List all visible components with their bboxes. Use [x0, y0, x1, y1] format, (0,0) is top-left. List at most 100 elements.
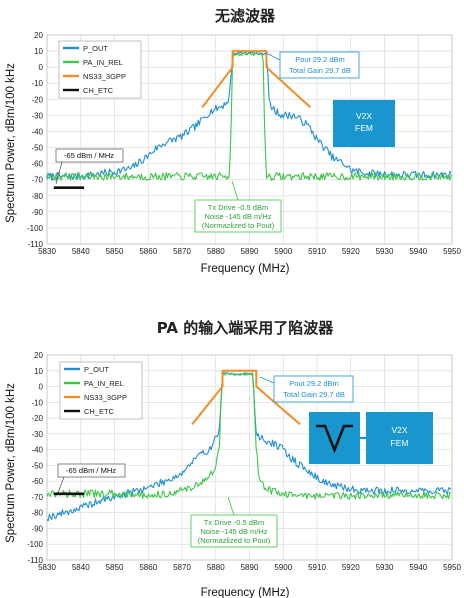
y-tick-label: -80 [31, 509, 43, 518]
fem-box [333, 100, 395, 147]
annotation-mask: -65 dBm / MHz [55, 148, 124, 185]
x-tick-label: 5850 [106, 247, 124, 256]
mask-label: -65 dBm / MHz [64, 151, 114, 160]
y-tick-label: -100 [27, 224, 44, 233]
pout-box [273, 375, 354, 403]
x-tick-label: 5950 [443, 247, 461, 256]
y-axis-label: Spectrum Power, dBm/100 kHz [5, 63, 17, 223]
x-tick-label: 5940 [409, 247, 427, 256]
fem-line-1: V2X [391, 425, 407, 435]
fem-block: V2X FEM [360, 412, 433, 464]
legend-box [59, 361, 143, 420]
plot-frame [46, 34, 453, 245]
annotation-pout: Pout 29.2 dBm Total Gain 29.7 dB [259, 375, 354, 403]
y-tick-label: -10 [31, 398, 43, 407]
mask-leader [55, 161, 63, 185]
series-line-pa-in-rel [46, 52, 452, 181]
y-tick-label: -50 [31, 461, 43, 470]
y-tick-label: -80 [31, 192, 43, 201]
chart-title: PA 的输入端采用了陷波器 [157, 319, 334, 337]
pout-line-1: Pout 29.2 dBm [295, 55, 345, 64]
x-tick-label: 5930 [376, 563, 394, 572]
tx-line-2: Noise -145 dB m/Hz [200, 527, 267, 536]
tx-line-3: (Normazlized to Pout) [198, 536, 271, 545]
x-tick-label: 5840 [72, 563, 90, 572]
x-tick-label: 5860 [139, 563, 157, 572]
y-tick-label: -20 [31, 414, 43, 423]
y-tick-label: 20 [34, 31, 43, 40]
x-tick-label: 5880 [207, 563, 225, 572]
y-tick-label: 20 [34, 351, 43, 360]
y-tick-label: -70 [31, 493, 43, 502]
y-tick-label: 10 [34, 367, 43, 376]
x-tick-label: 5950 [443, 563, 461, 572]
notch-filter-block [309, 412, 360, 464]
annotation-tx: Tx Drive -0.5 dBm Noise -145 dB m/Hz (No… [190, 496, 278, 548]
x-tick-label: 5900 [274, 247, 292, 256]
x-tick-label: 5840 [72, 247, 90, 256]
y-tick-label: -10 [31, 79, 43, 88]
tx-box [194, 199, 282, 233]
fem-block: V2X FEM [333, 100, 395, 147]
annotation-tx: Tx Drive -0.5 dBm Noise -145 dB m/Hz (No… [194, 180, 282, 233]
y-tick-label: 0 [39, 383, 44, 392]
x-tick-label: 5870 [173, 247, 191, 256]
y-tick-label: -20 [31, 95, 43, 104]
series-line-ns33-3gpp [191, 369, 301, 426]
x-axis-label: Frequency (MHz) [201, 263, 290, 275]
y-tick-label: 10 [34, 47, 43, 56]
tx-leader [227, 496, 235, 516]
x-tick-label: 5910 [308, 563, 326, 572]
tx-leader [231, 180, 239, 201]
x-tick-label: 5850 [106, 563, 124, 572]
y-tick-label: -30 [31, 111, 43, 120]
x-tick-label: 5830 [38, 563, 56, 572]
x-tick-label: 5870 [173, 563, 191, 572]
chart-title: 无滤波器 [214, 7, 276, 25]
tx-line-1: Tx Drive -0.5 dBm [204, 518, 264, 527]
y-tick-label: -100 [27, 540, 44, 549]
series-line-pa-in-rel [46, 372, 452, 500]
pout-box [279, 51, 360, 79]
tx-box [190, 514, 278, 548]
legend-label-ns33: NS33_3GPP [84, 393, 127, 402]
x-axis-label: Frequency (MHz) [201, 587, 290, 598]
plot-frame [46, 354, 453, 561]
y-tick-label: -50 [31, 144, 43, 153]
annotation-pout: Pout 29.2 dBm Total Gain 29.7 dB [265, 51, 360, 79]
legend: P_OUT PA_IN_REL NS33_3GPP CH_ETC [59, 361, 143, 420]
x-tick-label: 5900 [274, 563, 292, 572]
tx-line-3: (Normazlized to Pout) [202, 221, 275, 230]
y-tick-label: -60 [31, 477, 43, 486]
y-ticks: 20 10 0 -10 -20 -30 -40 -50 -60 -70 -80 -90 -100 -110 [27, 31, 44, 249]
x-tick-label: 5940 [409, 563, 427, 572]
pout-line-1: Pout 29.2 dBm [289, 379, 339, 388]
x-tick-label: 5830 [38, 247, 56, 256]
chart-notch-filter: PA 的输入端采用了陷波器 Spectrum Power, dBm/100 kH… [5, 319, 461, 598]
legend-label-pa-in-rel: PA_IN_REL [84, 379, 124, 388]
y-tick-label: -40 [31, 446, 43, 455]
legend-label-ch-etc: CH_ETC [84, 407, 115, 416]
mask-label: -65 dBm / MHz [66, 466, 116, 475]
legend: P_OUT PA_IN_REL NS33_3GPP CH_ETC [58, 40, 142, 99]
y-tick-label: -90 [31, 208, 43, 217]
legend-label-pa-in-rel: PA_IN_REL [83, 58, 123, 67]
y-tick-label: -30 [31, 430, 43, 439]
x-tick-label: 5910 [308, 247, 326, 256]
legend-label-ch-etc: CH_ETC [83, 86, 114, 95]
fem-line-1: V2X [356, 111, 372, 121]
x-tick-label: 5920 [342, 563, 360, 572]
y-tick-label: -110 [28, 556, 44, 565]
fem-box [366, 412, 433, 464]
legend-label-p-out: P_OUT [83, 44, 108, 53]
x-tick-label: 5890 [241, 247, 259, 256]
pout-leader [265, 52, 281, 61]
x-tick-label: 5930 [376, 247, 394, 256]
mask-leader [57, 476, 65, 494]
x-tick-label: 5880 [207, 247, 225, 256]
pout-line-2: Total Gain 29.7 dB [283, 390, 345, 399]
tx-line-1: Tx Drive -0.5 dBm [208, 203, 268, 212]
y-tick-label: -90 [31, 524, 43, 533]
